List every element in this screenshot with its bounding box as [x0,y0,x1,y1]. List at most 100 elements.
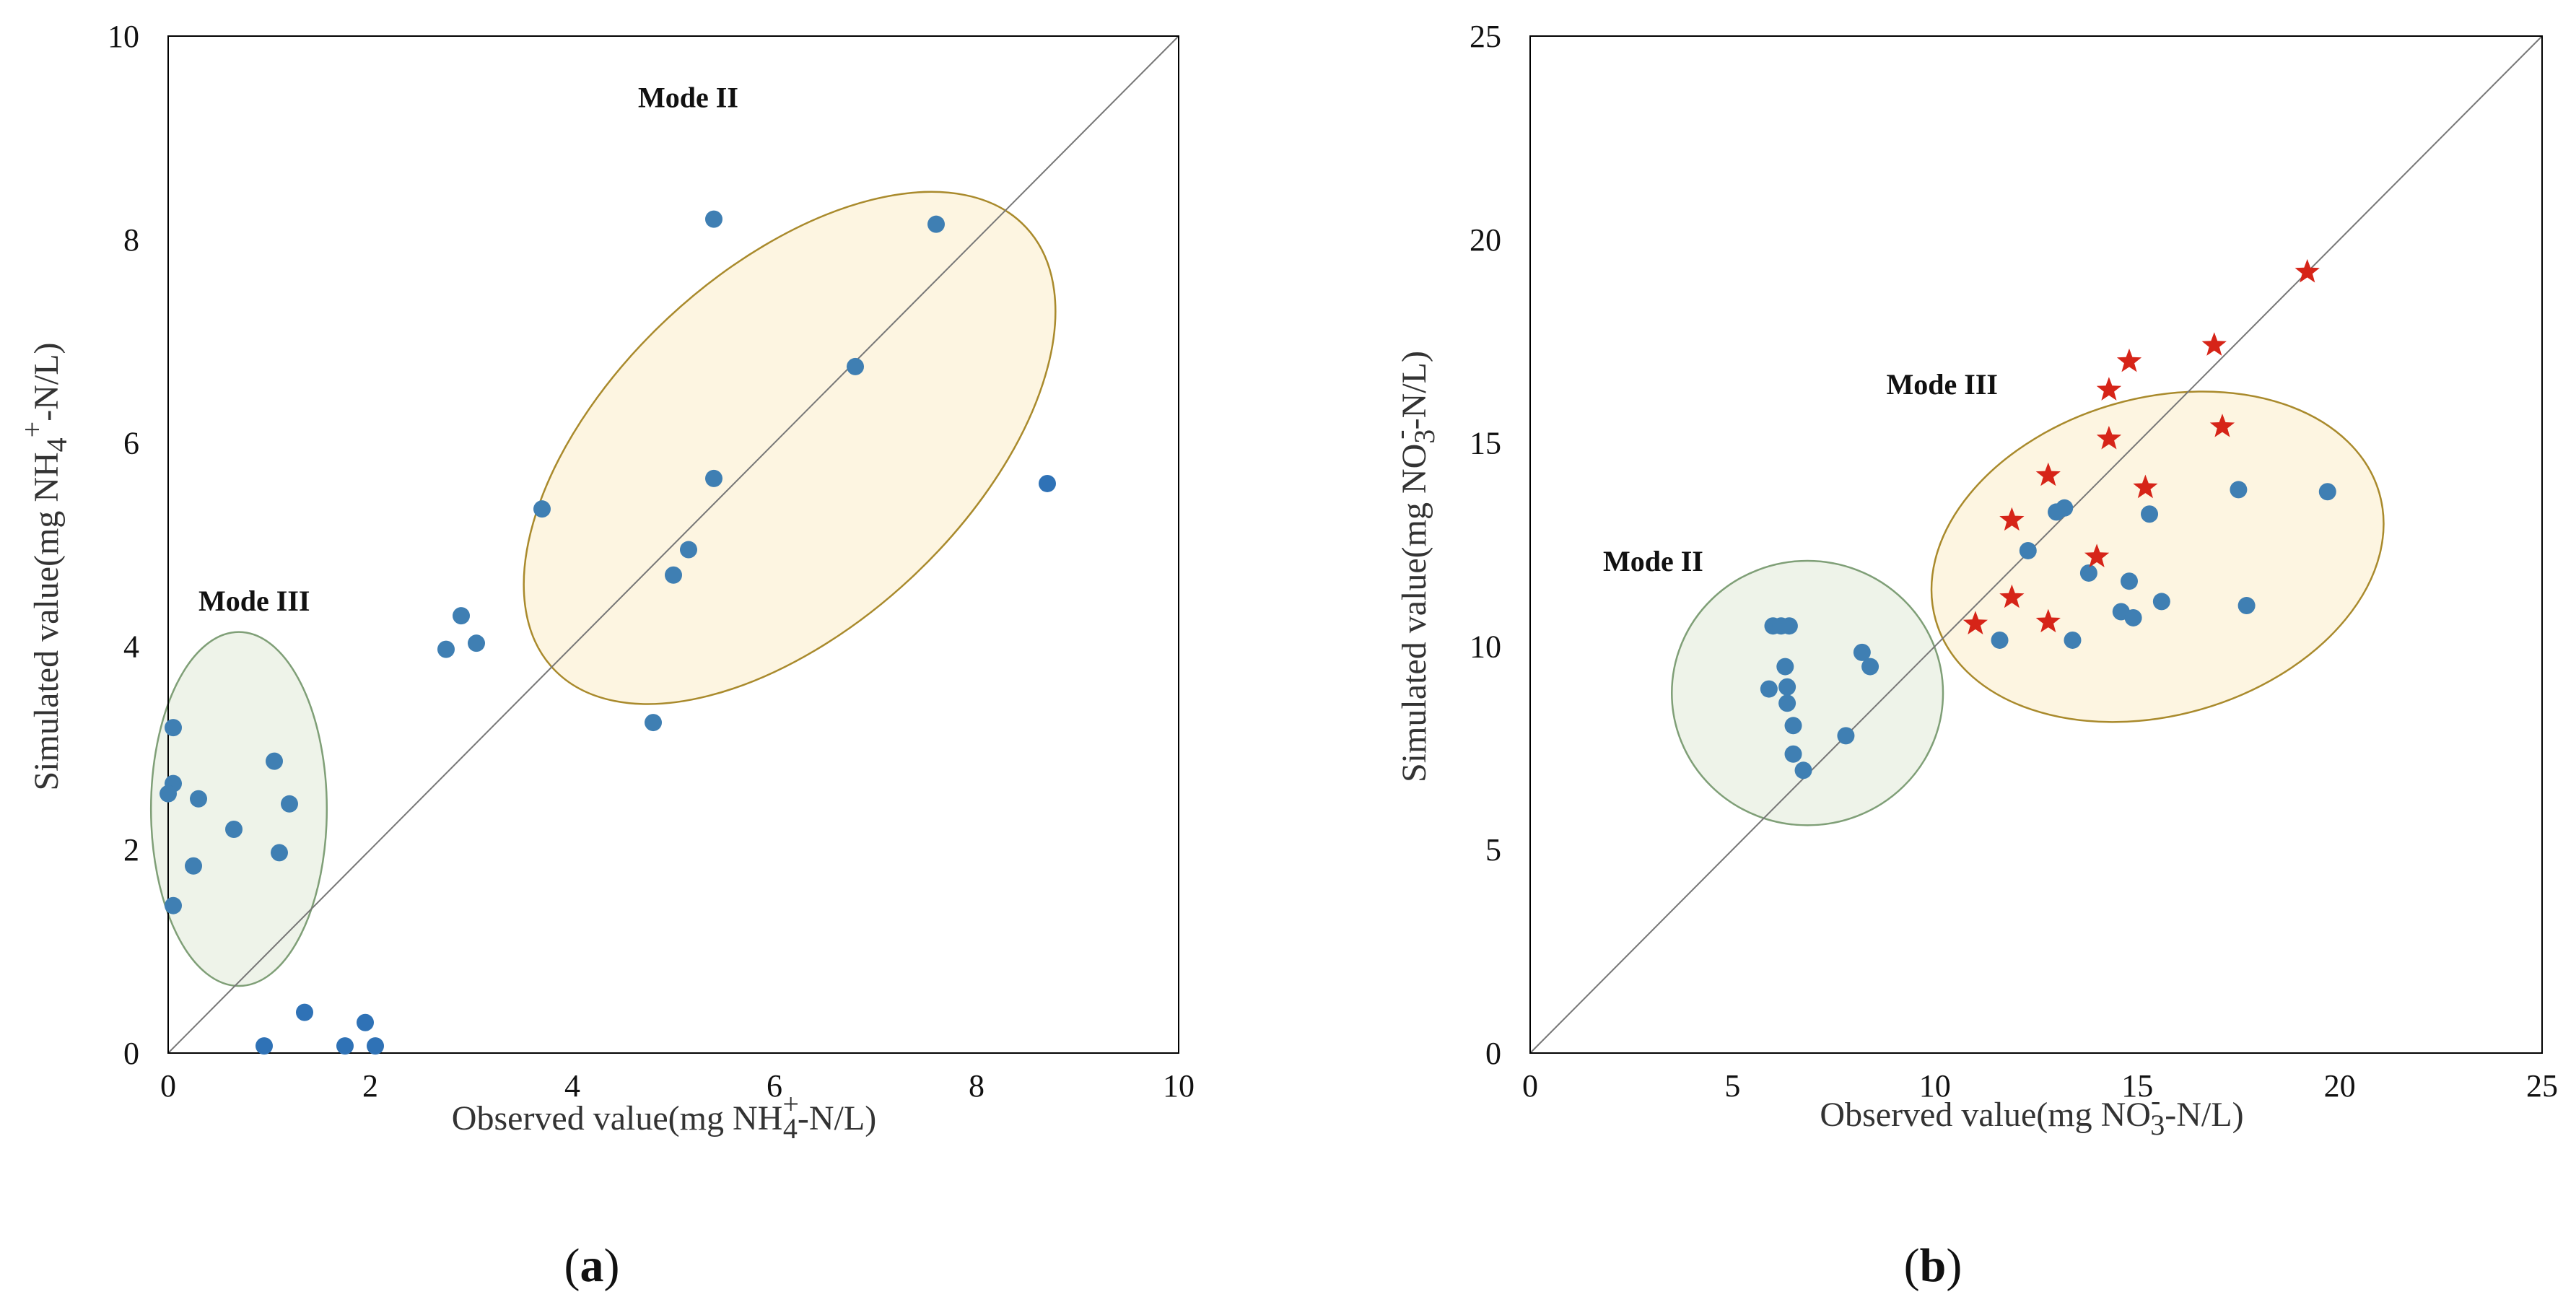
chart-b-point [1784,717,1802,735]
chart-a-y-tick-label: 6 [123,426,139,461]
chart-b-x-tick-label: 10 [1919,1068,1951,1104]
chart-a-point [185,857,202,875]
chart-b-point [1778,678,1796,696]
chart-a-point [165,896,182,914]
chart-a-point [927,215,945,233]
chart-b-point [1991,631,2009,649]
chart-panel-b: Mode III Mode II 0 5 10 15 20 25 0 5 10 15 20 25 Ob… [1384,19,2558,1292]
chart-b-point [2064,631,2082,649]
chart-b-x-tick-labels: 0 5 10 15 20 25 [1522,1068,2558,1104]
chart-b-plot-frame [1529,35,2543,1054]
chart-b-point [1778,694,1796,712]
chart-a-panel-label: (a) [564,1239,620,1292]
chart-b-region-mode-iii [1930,390,2385,723]
chart-b-point [2056,499,2074,517]
chart-b-region-label: Mode III [1887,368,1998,401]
chart-b-point [1861,658,1879,676]
chart-b-regions [1671,390,2385,826]
chart-b-star-point [2096,377,2122,401]
chart-a-x-tick-label: 10 [1163,1068,1195,1104]
chart-a-point [453,607,470,625]
chart-b-x-tick-label: 15 [2121,1068,2153,1104]
chart-a-point [367,1037,384,1055]
chart-a-point [645,714,662,732]
chart-b-panel-label: (b) [1904,1239,1962,1292]
chart-b-point [2019,541,2037,559]
chart-b-region-mode-ii [1671,559,1944,826]
chart-b-x-tick-label: 20 [2324,1068,2356,1104]
chart-a-point [705,210,722,228]
chart-a-point [271,844,288,862]
chart-a-identity-line [167,35,1179,1054]
chart-b-y-tick-labels: 0 5 10 15 20 25 [1470,19,1501,1071]
chart-b-y-tick-label: 15 [1470,426,1501,461]
chart-b-point [2120,572,2138,590]
chart-b-y-tick-label: 20 [1470,222,1501,258]
chart-b-point [1780,617,1798,635]
chart-a-points [160,210,1056,1055]
chart-a-point [437,640,455,658]
chart-b-point [1784,745,1802,763]
chart-b-point [2141,505,2159,523]
chart-a-point [336,1037,354,1055]
chart-a-point [160,785,177,803]
chart-a-point [281,795,298,813]
chart-b-identity-line [1529,35,2543,1054]
chart-a-y-tick-label: 2 [123,832,139,868]
chart-b-star-point [2035,462,2061,486]
chart-b-star-point [1999,584,2025,608]
chart-a-x-tick-label: 2 [362,1068,378,1104]
chart-b-x-tick-label: 0 [1522,1068,1538,1104]
chart-a-y-tick-label: 10 [108,19,139,54]
chart-b-point [1776,658,1794,676]
chart-a-region-mode-iii [149,631,328,987]
chart-a-x-tick-label: 0 [160,1068,176,1104]
chart-a-x-tick-label: 6 [767,1068,782,1104]
chart-b-region-label: Mode II [1603,545,1703,577]
chart-a-point [705,469,722,487]
chart-a-point [1039,474,1056,492]
chart-b-star-point [2096,426,2122,450]
chart-b-star-point [2116,348,2142,372]
chart-panel-a: Mode II Mode III 0 2 4 6 8 10 0 2 4 6 8 10 Observed… [16,19,1195,1292]
chart-b-point [1853,643,1871,661]
chart-b-x-tick-label: 5 [1724,1068,1740,1104]
chart-a-point [680,541,697,559]
chart-b-point [2318,483,2336,501]
chart-b-point [2152,593,2170,611]
chart-b-point [1760,680,1778,698]
chart-b-point [2079,564,2097,582]
chart-b-region-labels: Mode III Mode II [1603,368,1998,577]
chart-b-star-point [2133,474,2158,499]
chart-b-y-tick-label: 25 [1470,19,1501,54]
chart-b-y-tick-label: 0 [1485,1036,1501,1071]
chart-b-point [2124,608,2142,626]
chart-b-y-tick-label: 10 [1470,629,1501,664]
chart-a-x-tick-label: 8 [969,1068,984,1104]
chart-b-star-point [2201,332,2227,356]
chart-a-point [225,821,243,839]
chart-a-point [533,500,551,518]
chart-b-point [2237,597,2256,615]
chart-b-point [1794,761,1812,780]
chart-a-x-axis-label: Observed value(mg NH+ 4-N/L) [452,1088,876,1145]
chart-b-star-point [2209,414,2235,437]
chart-a-plot-frame [167,35,1179,1054]
chart-b-point [1837,727,1855,745]
chart-a-regions [149,191,1057,987]
chart-a-point [665,566,682,584]
chart-a-point [847,357,864,375]
chart-b-star-point [2084,543,2110,567]
chart-a-region-mode-ii [523,191,1057,705]
chart-b-x-axis-label: Observed value(mg NO-3-N/L) [1820,1084,2243,1141]
chart-b-point [2230,481,2248,499]
chart-b-x-tick-label: 25 [2526,1068,2558,1104]
chart-a-point [296,1003,313,1021]
chart-b-star-point [1999,507,2025,531]
chart-a-y-tick-label: 8 [123,222,139,258]
chart-a-y-axis-label: Simulated value(mg NH4+-N/L) [16,342,73,790]
chart-b-points [1760,258,2336,780]
chart-b-star-point [2295,258,2320,283]
chart-a-point [165,719,182,737]
chart-b-star-point [2035,608,2061,633]
